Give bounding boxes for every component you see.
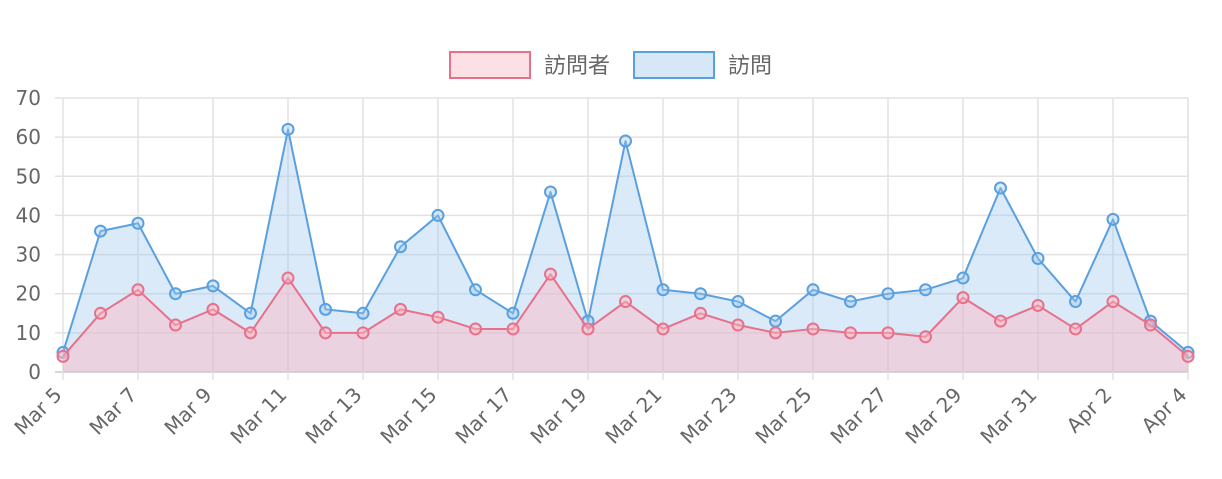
data-point <box>56 345 70 359</box>
series-line <box>62 273 1189 358</box>
data-point <box>506 322 520 336</box>
x-tick-label: Mar 7 <box>84 383 141 440</box>
data-point <box>1031 298 1045 312</box>
y-axis: 0 10 20 30 40 50 60 70 <box>16 86 41 384</box>
x-tick-label: Mar 25 <box>750 383 816 449</box>
data-point <box>769 314 782 328</box>
data-point <box>281 122 295 136</box>
data-point <box>731 318 745 332</box>
y-tick-label: 20 <box>16 282 41 306</box>
data-point <box>206 302 220 316</box>
data-point <box>694 306 707 320</box>
x-tick-label: Mar 19 <box>525 383 591 449</box>
x-tick-label: Mar 5 <box>9 383 66 440</box>
data-point <box>244 326 257 340</box>
data-point <box>956 291 970 305</box>
data-point <box>1069 295 1082 309</box>
data-point <box>1144 318 1157 332</box>
legend-label-visitors[interactable]: 訪問者 <box>544 54 610 79</box>
data-point <box>694 287 707 301</box>
x-tick-label: Mar 11 <box>225 383 291 449</box>
data-point <box>881 287 895 301</box>
data-point <box>169 287 182 301</box>
data-point <box>281 271 295 285</box>
data-point <box>356 326 370 340</box>
x-tick-label: Mar 29 <box>900 383 966 449</box>
y-tick-label: 10 <box>16 321 41 345</box>
data-point <box>544 185 557 199</box>
grid <box>55 97 1189 380</box>
data-point <box>656 283 670 297</box>
data-point <box>1181 349 1195 363</box>
data-point <box>169 318 182 332</box>
legend-label-visits[interactable]: 訪問 <box>728 54 772 79</box>
data-point <box>844 295 857 309</box>
data-point <box>731 295 745 309</box>
data-point <box>919 283 932 297</box>
x-tick-label: Mar 31 <box>975 383 1041 449</box>
x-tick-label: Mar 13 <box>300 383 366 449</box>
data-point <box>94 224 107 238</box>
x-tick-label: Apr 2 <box>1062 383 1117 438</box>
series-0 <box>56 267 1195 372</box>
data-point <box>994 314 1007 328</box>
data-point <box>806 322 820 336</box>
y-tick-label: 70 <box>16 86 41 110</box>
data-point <box>956 271 970 285</box>
legend: 訪問者 訪問 <box>449 51 772 79</box>
x-axis: Mar 5 Mar 7 Mar 9 Mar 11 Mar 13 Mar 15 Mar 17 M… <box>9 383 1191 449</box>
data-point <box>844 326 857 340</box>
data-point <box>131 283 145 297</box>
data-point <box>619 134 632 148</box>
x-tick-label: Mar 21 <box>600 383 666 449</box>
legend-swatch-visitors[interactable] <box>449 51 531 79</box>
series-layer <box>56 122 1195 372</box>
y-tick-label: 60 <box>16 125 41 149</box>
data-point <box>244 306 257 320</box>
data-point <box>469 283 482 297</box>
data-point <box>56 349 70 363</box>
data-point <box>206 279 220 293</box>
data-point <box>394 302 407 316</box>
data-point <box>94 306 107 320</box>
data-point <box>806 283 820 297</box>
data-point <box>469 322 482 336</box>
x-tick-label: Mar 17 <box>450 383 516 449</box>
y-tick-label: 0 <box>28 360 41 384</box>
data-point <box>544 267 557 281</box>
data-point <box>1106 295 1120 309</box>
x-tick-label: Apr 4 <box>1137 383 1192 438</box>
data-point <box>994 181 1007 195</box>
x-tick-label: Mar 9 <box>159 383 216 440</box>
data-point <box>319 326 332 340</box>
series-line <box>62 128 1189 354</box>
data-point <box>1031 251 1045 265</box>
data-point <box>506 306 520 320</box>
data-point <box>431 208 445 222</box>
series-area <box>63 274 1188 372</box>
x-tick-label: Mar 27 <box>825 383 891 449</box>
y-tick-label: 40 <box>16 203 41 227</box>
data-point <box>919 330 932 344</box>
x-tick-label: Mar 15 <box>375 383 441 449</box>
data-point <box>131 216 145 230</box>
data-point <box>881 326 895 340</box>
data-point <box>1069 322 1082 336</box>
data-point <box>769 326 782 340</box>
legend-swatch-visits[interactable] <box>633 51 715 79</box>
data-point <box>394 240 407 254</box>
data-point <box>581 322 595 336</box>
data-point <box>319 302 332 316</box>
data-point <box>431 310 445 324</box>
series-1 <box>56 122 1195 372</box>
data-point <box>619 295 632 309</box>
data-point <box>656 322 670 336</box>
data-point <box>356 306 370 320</box>
data-point <box>1106 212 1120 226</box>
y-tick-label: 50 <box>16 164 41 188</box>
y-tick-label: 30 <box>16 243 41 267</box>
x-tick-label: Mar 23 <box>675 383 741 449</box>
